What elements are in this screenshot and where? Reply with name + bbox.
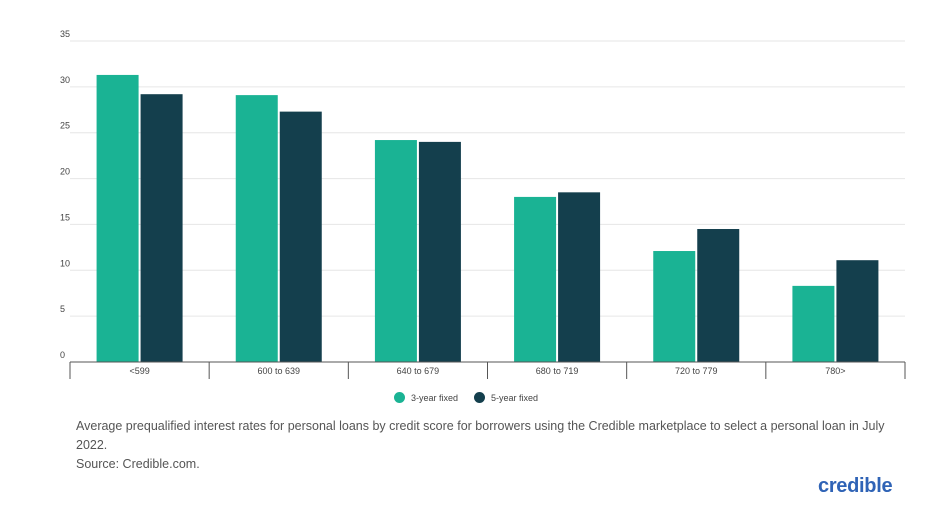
bar-5-year [836,260,879,362]
y-tick-label: 10 [60,258,70,268]
x-tick-label: 780> [825,366,845,376]
credible-logo: credible [818,475,893,497]
bar-5-year [279,111,322,363]
y-tick-label: 0 [60,350,65,360]
bar-3-year [792,285,835,362]
legend-item-5-year: 5-year fixed [474,392,538,403]
x-tick-label: <599 [129,366,149,376]
bar-5-year [558,192,601,362]
chart-caption: Average prequalified interest rates for … [76,417,906,474]
legend-swatch-3-year [393,392,405,403]
caption-source: Source: Credible.com. [76,457,200,471]
y-tick-label: 35 [60,29,70,39]
legend-item-3-year: 3-year fixed [393,392,458,403]
gridlines [70,40,905,317]
bar-5-year [140,94,183,363]
bar-3-year [653,251,696,362]
y-tick-label: 15 [60,212,70,222]
bar-chart: 0 5 10 15 20 25 30 35 <599 600 to 639 640 to 679 6… [60,29,906,379]
x-axis: <599 600 to 639 640 to 679 680 to 719 720 to… [69,361,906,379]
bar-3-year [96,74,139,362]
y-tick-label: 25 [60,121,70,131]
x-tick-label: 680 to 719 [536,366,579,376]
x-tick-label: 600 to 639 [257,366,300,376]
legend: 3-year fixed 5-year fixed [0,392,932,403]
bar-3-year [235,95,278,363]
bar-3-year [514,196,557,362]
bars [96,74,879,363]
y-tick-label: 5 [60,304,65,314]
bar-5-year [697,229,740,362]
bar-3-year [374,140,417,362]
legend-label-5-year: 5-year fixed [491,392,539,403]
y-axis-ticks: 0 5 10 15 20 25 30 35 [60,29,70,360]
y-tick-label: 30 [60,75,70,85]
legend-swatch-5-year [474,392,485,403]
x-tick-label: 640 to 679 [397,366,440,376]
y-tick-label: 20 [60,167,70,177]
x-tick-label: 720 to 779 [675,366,718,376]
caption-description: Average prequalified interest rates for … [76,419,885,452]
legend-label-3-year: 3-year fixed [410,392,458,403]
bar-5-year [418,141,461,362]
